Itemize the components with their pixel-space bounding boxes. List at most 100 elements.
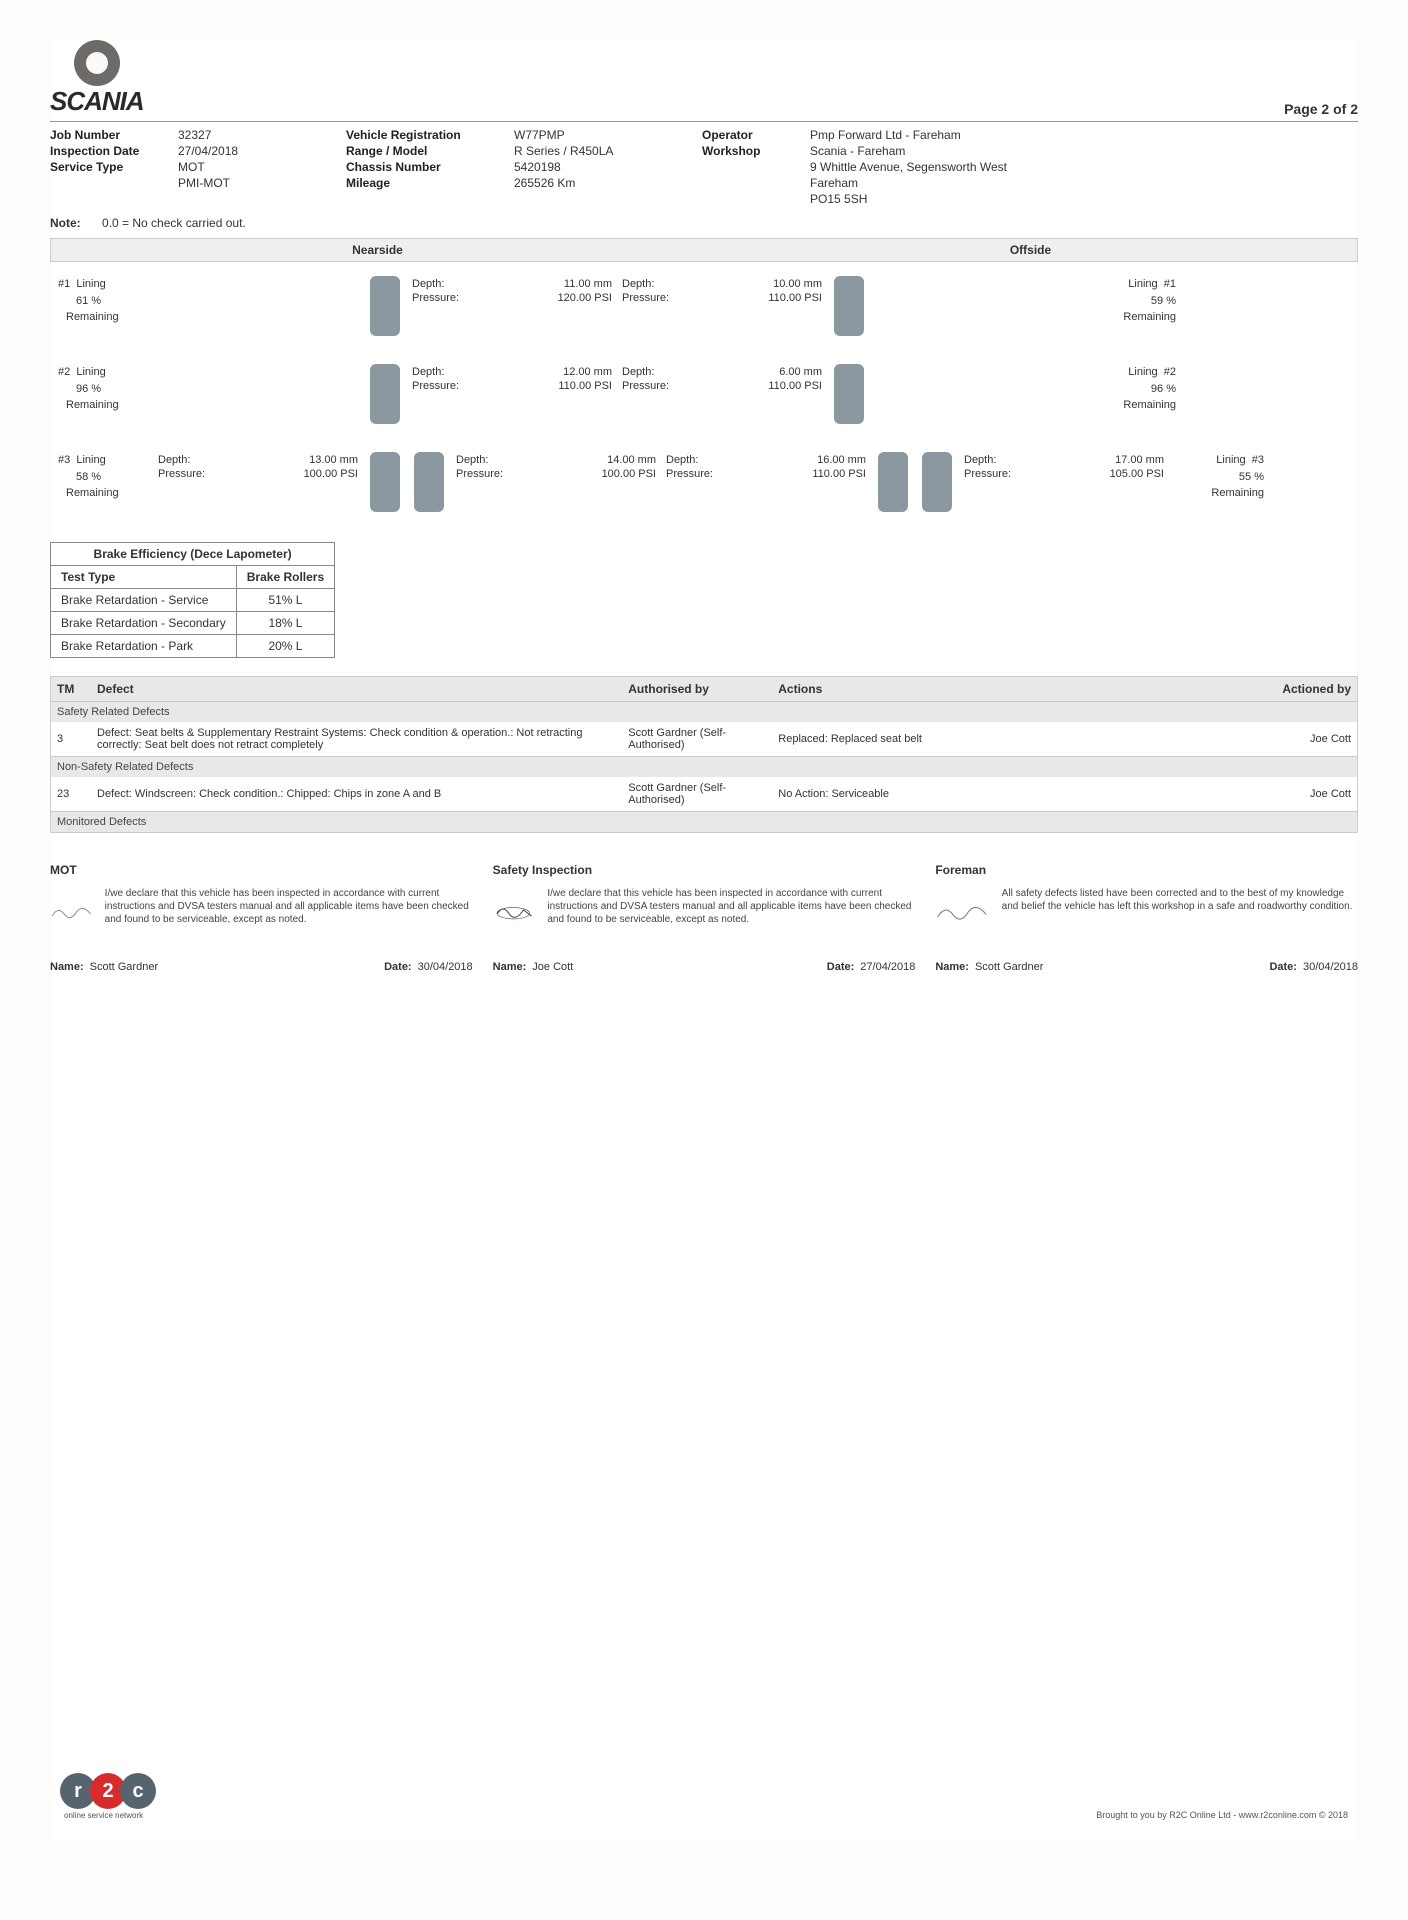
- page-header: SCANIA Page 2 of 2: [50, 40, 1358, 122]
- sig-mot: MOT I/we declare that this vehicle has b…: [50, 863, 473, 973]
- col-actions: Actions: [772, 677, 1217, 701]
- brake-type: Brake Retardation - Park: [51, 635, 237, 658]
- near-lining: #1 Lining 61 % Remaining: [58, 276, 148, 336]
- label-operator: Operator: [702, 128, 802, 142]
- sig-foreman: Foreman All safety defects listed have b…: [935, 863, 1358, 973]
- near-lining: #2 Lining 96 % Remaining: [58, 364, 148, 424]
- tyre-icon: [414, 452, 444, 512]
- sig-foreman-name: Scott Gardner: [975, 961, 1043, 973]
- footer-text: Brought to you by R2C Online Ltd - www.r…: [1096, 1810, 1348, 1820]
- defect-auth: Scott Gardner (Self-Authorised): [622, 722, 772, 756]
- sig-mot-date: 30/04/2018: [418, 961, 473, 973]
- sig-date-label: Date:: [827, 961, 855, 973]
- defect-text: Defect: Windscreen: Check condition.: Ch…: [91, 783, 622, 805]
- tyre-icon: [922, 452, 952, 512]
- logo-text: SCANIA: [50, 86, 144, 117]
- defect-action: Replaced: Replaced seat belt: [772, 728, 1217, 750]
- val-vehicle-reg: W77PMP: [514, 128, 694, 142]
- sig-foreman-date: 30/04/2018: [1303, 961, 1358, 973]
- sig-name-label: Name:: [493, 961, 527, 973]
- brake-value: 18% L: [236, 612, 334, 635]
- sig-foreman-title: Foreman: [935, 863, 1358, 877]
- sig-safety-title: Safety Inspection: [493, 863, 916, 877]
- tyre-icon: [370, 452, 400, 512]
- tyre-readings: Depth:10.00 mm Pressure:110.00 PSI: [622, 276, 822, 336]
- col-defect: Defect: [91, 677, 622, 701]
- defect-row: 23 Defect: Windscreen: Check condition.:…: [50, 777, 1358, 812]
- sig-mot-declaration: I/we declare that this vehicle has been …: [105, 887, 473, 926]
- brake-type: Brake Retardation - Service: [51, 589, 237, 612]
- tyre-readings: Depth:12.00 mm Pressure:110.00 PSI: [412, 364, 612, 424]
- col-auth: Authorised by: [622, 677, 772, 701]
- label-chassis: Chassis Number: [346, 160, 506, 174]
- tyre-readings: Depth:16.00 mm Pressure:110.00 PSI: [666, 452, 866, 512]
- nonsafety-defects-heading: Non-Safety Related Defects: [50, 757, 1358, 777]
- signature-icon: [50, 887, 95, 937]
- tyre-icon: [834, 276, 864, 336]
- val-inspection-date: 27/04/2018: [178, 144, 338, 158]
- note-text: 0.0 = No check carried out.: [102, 216, 246, 230]
- brake-col-value: Brake Rollers: [236, 566, 334, 589]
- val-range-model: R Series / R450LA: [514, 144, 694, 158]
- brake-table-title: Brake Efficiency (Dece Lapometer): [51, 543, 335, 566]
- brake-col-type: Test Type: [51, 566, 237, 589]
- brake-type: Brake Retardation - Secondary: [51, 612, 237, 635]
- label-vehicle-reg: Vehicle Registration: [346, 128, 506, 142]
- sig-safety-date: 27/04/2018: [860, 961, 915, 973]
- col-tm: TM: [51, 677, 91, 701]
- side-header: Nearside Offside: [50, 238, 1358, 262]
- meta-block: Job Number 32327 Vehicle Registration W7…: [50, 128, 1358, 206]
- sig-mot-name: Scott Gardner: [90, 961, 158, 973]
- defect-row: 3 Defect: Seat belts & Supplementary Res…: [50, 722, 1358, 757]
- sig-safety-declaration: I/we declare that this vehicle has been …: [547, 887, 915, 926]
- brake-value: 51% L: [236, 589, 334, 612]
- label-workshop: Workshop: [702, 144, 802, 158]
- sig-name-label: Name:: [50, 961, 84, 973]
- val-chassis: 5420198: [514, 160, 694, 174]
- defect-actioned-by: Joe Cott: [1217, 783, 1357, 805]
- defect-tm: 23: [51, 783, 91, 805]
- r2c-tagline: online service network: [64, 1811, 150, 1820]
- signatures-row: MOT I/we declare that this vehicle has b…: [50, 863, 1358, 973]
- label-mileage: Mileage: [346, 176, 506, 190]
- label-job-number: Job Number: [50, 128, 170, 142]
- tyre-icon: [370, 364, 400, 424]
- note-line: Note: 0.0 = No check carried out.: [50, 216, 1358, 230]
- val-address1: 9 Whittle Avenue, Segensworth West: [810, 160, 1358, 174]
- off-lining: Lining #2 96 % Remaining: [1086, 364, 1176, 424]
- page-footer: r 2 c online service network Brought to …: [50, 1773, 1358, 1820]
- label-service-type: Service Type: [50, 160, 170, 174]
- val-mileage: 265526 Km: [514, 176, 694, 190]
- table-row: Brake Retardation - Park20% L: [51, 635, 335, 658]
- note-label: Note:: [50, 216, 81, 230]
- label-range-model: Range / Model: [346, 144, 506, 158]
- sig-name-label: Name:: [935, 961, 969, 973]
- signature-icon: [493, 887, 538, 937]
- sig-safety-name: Joe Cott: [532, 961, 573, 973]
- page-number: Page 2 of 2: [1284, 101, 1358, 117]
- defect-actioned-by: Joe Cott: [1217, 728, 1357, 750]
- table-row: Brake Retardation - Secondary18% L: [51, 612, 335, 635]
- defect-auth: Scott Gardner (Self-Authorised): [622, 777, 772, 811]
- tyre-readings: Depth:14.00 mm Pressure:100.00 PSI: [456, 452, 656, 512]
- sig-foreman-declaration: All safety defects listed have been corr…: [1002, 887, 1358, 913]
- tyre-readings: Depth:17.00 mm Pressure:105.00 PSI: [964, 452, 1164, 512]
- tyre-icon: [370, 276, 400, 336]
- defect-tm: 3: [51, 728, 91, 750]
- off-lining: Lining #3 55 % Remaining: [1174, 452, 1264, 512]
- signature-icon: [935, 887, 991, 937]
- sig-date-label: Date:: [384, 961, 412, 973]
- tyre-readings: Depth:13.00 mm Pressure:100.00 PSI: [158, 452, 358, 512]
- tyre-readings: Depth:11.00 mm Pressure:120.00 PSI: [412, 276, 612, 336]
- tyre-icon: [834, 364, 864, 424]
- axle-row: #1 Lining 61 % Remaining Depth:11.00 mm …: [50, 262, 1358, 350]
- defects-header: TM Defect Authorised by Actions Actioned…: [50, 676, 1358, 702]
- scania-logo: SCANIA: [50, 40, 144, 117]
- axle-row: #2 Lining 96 % Remaining Depth:12.00 mm …: [50, 350, 1358, 438]
- defect-text: Defect: Seat belts & Supplementary Restr…: [91, 722, 622, 756]
- col-actioned-by: Actioned by: [1217, 677, 1357, 701]
- r2c-icon: c: [120, 1773, 156, 1809]
- brake-efficiency-table: Brake Efficiency (Dece Lapometer) Test T…: [50, 542, 335, 658]
- tyre-icon: [878, 452, 908, 512]
- val-address2: Fareham: [810, 176, 1358, 190]
